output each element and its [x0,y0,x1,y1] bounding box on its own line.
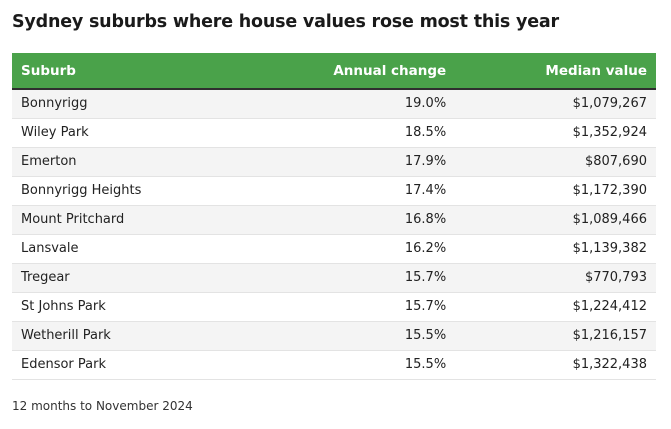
table-row: Bonnyrigg 19.0% $1,079,267 [12,89,656,119]
cell-annual-change: 18.5% [266,118,456,148]
table-row: Wiley Park 18.5% $1,352,924 [12,118,656,148]
cell-suburb: St Johns Park [12,292,267,322]
cell-suburb: Mount Pritchard [12,205,267,235]
cell-median-value: $807,690 [455,147,656,177]
cell-suburb: Edensor Park [12,350,267,380]
table-header: Suburb Annual change Median value [12,53,656,90]
cell-annual-change: 16.8% [266,205,456,235]
table-row: St Johns Park 15.7% $1,224,412 [12,292,656,322]
column-header-median-value: Median value [455,53,656,90]
cell-median-value: $1,224,412 [455,292,656,322]
cell-median-value: $770,793 [455,263,656,293]
chart-title: Sydney suburbs where house values rose m… [12,12,559,32]
cell-suburb: Emerton [12,147,267,177]
cell-annual-change: 17.9% [266,147,456,177]
cell-median-value: $1,172,390 [455,176,656,206]
cell-suburb: Bonnyrigg Heights [12,176,267,206]
cell-annual-change: 19.0% [266,89,456,119]
cell-median-value: $1,089,466 [455,205,656,235]
cell-annual-change: 15.7% [266,292,456,322]
column-header-suburb: Suburb [12,53,267,90]
cell-suburb: Lansvale [12,234,267,264]
table-row: Tregear 15.7% $770,793 [12,263,656,293]
cell-suburb: Wiley Park [12,118,267,148]
table-row: Edensor Park 15.5% $1,322,438 [12,350,656,380]
cell-median-value: $1,352,924 [455,118,656,148]
cell-annual-change: 15.7% [266,263,456,293]
table-row: Wetherill Park 15.5% $1,216,157 [12,321,656,351]
table-row: Mount Pritchard 16.8% $1,089,466 [12,205,656,235]
cell-annual-change: 15.5% [266,350,456,380]
table-row: Emerton 17.9% $807,690 [12,147,656,177]
cell-annual-change: 17.4% [266,176,456,206]
cell-median-value: $1,216,157 [455,321,656,351]
footnote: 12 months to November 2024 [12,399,193,413]
header-row: Suburb Annual change Median value [12,53,656,90]
cell-suburb: Tregear [12,263,267,293]
cell-suburb: Bonnyrigg [12,89,267,119]
cell-annual-change: 16.2% [266,234,456,264]
table-row: Lansvale 16.2% $1,139,382 [12,234,656,264]
cell-suburb: Wetherill Park [12,321,267,351]
table-body: Bonnyrigg 19.0% $1,079,267 Wiley Park 18.5% $… [12,89,656,380]
cell-median-value: $1,139,382 [455,234,656,264]
cell-median-value: $1,322,438 [455,350,656,380]
cell-annual-change: 15.5% [266,321,456,351]
table-row: Bonnyrigg Heights 17.4% $1,172,390 [12,176,656,206]
column-header-annual-change: Annual change [266,53,456,90]
data-table-container: Suburb Annual change Median value Bonnyr… [12,53,656,380]
cell-median-value: $1,079,267 [455,89,656,119]
data-table: Suburb Annual change Median value Bonnyr… [12,53,656,380]
